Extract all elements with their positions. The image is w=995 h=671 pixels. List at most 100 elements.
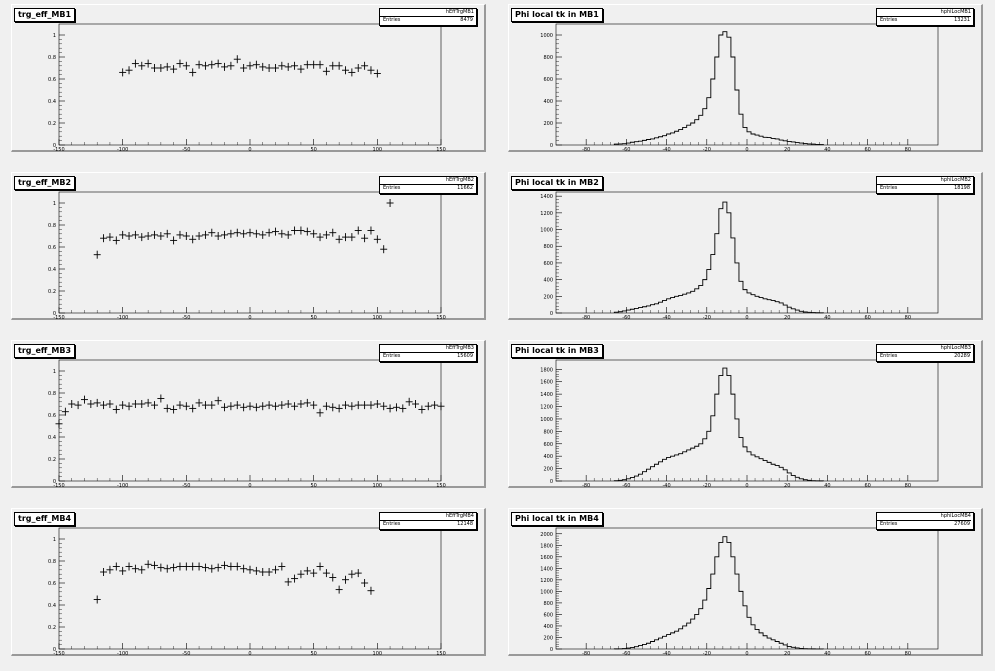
x-tick-label: 60: [864, 483, 870, 489]
y-tick-label: 0.2: [48, 121, 56, 127]
data-point: [195, 562, 203, 571]
x-tick-label: -50: [182, 315, 190, 321]
x-tick-label: -50: [182, 147, 190, 153]
chart-svg: 0 0.2 0.4 0.6 0.8 1 -150 -100 -50 0 50 100 150: [48, 527, 446, 657]
data-point: [176, 230, 184, 239]
x-tick-label: -40: [662, 147, 670, 153]
data-point: [170, 65, 178, 74]
data-point: [284, 400, 292, 408]
y-tick-label: 1400: [540, 566, 553, 572]
chart-title: trg_eff_MB3: [14, 344, 76, 358]
stats-entries-label: Entries: [880, 185, 898, 191]
y-tick-label: 0: [550, 311, 553, 317]
data-point: [240, 564, 248, 573]
data-point: [112, 405, 120, 414]
y-tick-label: 800: [543, 244, 553, 250]
x-tick-label: 100: [373, 147, 383, 153]
data-point: [227, 562, 235, 571]
x-tick-label: -20: [703, 315, 711, 321]
x-tick-label: -80: [582, 651, 590, 657]
chart-svg: 0 0.2 0.4 0.6 0.8 1 -150 -100 -50 0 50 100 150: [48, 23, 446, 153]
data-point: [61, 407, 69, 416]
x-tick-label: -100: [117, 315, 128, 321]
y-tick-label: 400: [543, 99, 553, 105]
y-tick-label: 800: [543, 601, 553, 607]
stats-entries-value: 27609: [954, 521, 970, 527]
data-point: [361, 61, 369, 70]
data-point: [80, 395, 88, 404]
stats-entries-value: 20289: [954, 353, 970, 359]
histogram-line: [613, 367, 824, 482]
x-tick-label: -20: [703, 147, 711, 153]
x-tick-label: 60: [864, 315, 870, 321]
histogram-line: [613, 31, 824, 146]
data-point: [291, 226, 299, 235]
y-tick-label: 0: [53, 479, 56, 485]
data-point: [297, 226, 305, 235]
data-point: [170, 236, 178, 245]
data-point: [316, 60, 324, 69]
y-tick-label: 0.8: [48, 391, 56, 397]
stats-hist-name: hphiLocMB2: [877, 177, 971, 185]
data-point: [437, 402, 445, 411]
data-point: [431, 401, 439, 410]
plot-frame: [58, 359, 442, 482]
data-point: [348, 570, 356, 579]
data-point: [131, 230, 139, 239]
x-tick-label: -80: [582, 483, 590, 489]
data-point: [361, 234, 369, 243]
plot-frame: [58, 191, 442, 314]
data-point: [195, 60, 203, 69]
data-point: [252, 566, 260, 575]
data-point: [310, 401, 318, 410]
x-tick-label: 50: [310, 147, 316, 153]
chart-title: trg_eff_MB1: [14, 8, 76, 22]
data-point: [151, 64, 158, 72]
chart-title: trg_eff_MB4: [14, 512, 76, 526]
data-point: [329, 228, 337, 237]
data-point: [348, 68, 356, 77]
y-tick-label: 0: [53, 647, 56, 653]
data-point: [93, 250, 101, 259]
x-tick-label: -20: [703, 651, 711, 657]
data-point: [138, 565, 146, 574]
chart-title: Phi local tk in MB3: [511, 344, 603, 358]
chart-title: Phi local tk in MB4: [511, 512, 603, 526]
data-point: [303, 566, 311, 575]
stats-entries-value: 15609: [457, 353, 473, 359]
y-tick-label: 200: [543, 294, 553, 300]
y-tick-label: 0.2: [48, 289, 56, 295]
data-point: [386, 199, 394, 207]
data-point: [68, 400, 76, 408]
plot-frame: [555, 527, 939, 650]
data-point: [291, 61, 299, 70]
histogram-line: [613, 201, 824, 314]
data-point: [93, 595, 101, 604]
stats-entries-label: Entries: [383, 521, 401, 527]
data-point: [119, 566, 127, 575]
data-point: [100, 568, 108, 576]
data-point: [233, 562, 241, 571]
data-point: [201, 401, 209, 410]
x-tick-label: 0: [248, 147, 251, 153]
data-point: [170, 405, 178, 414]
data-point: [163, 229, 171, 238]
data-point: [201, 230, 209, 239]
data-point: [144, 560, 152, 569]
data-point: [144, 398, 152, 407]
x-tick-label: -40: [662, 651, 670, 657]
stats-hist-name: hEffTrgMB2: [380, 177, 474, 185]
data-point: [144, 59, 152, 68]
data-point: [119, 68, 127, 77]
y-tick-label: 1: [53, 369, 56, 375]
data-point: [151, 401, 158, 410]
plot-frame: [555, 23, 939, 146]
y-tick-label: 0.6: [48, 581, 56, 587]
x-tick-label: 150: [436, 315, 446, 321]
data-point: [208, 60, 216, 69]
data-point: [131, 400, 139, 408]
data-point: [322, 67, 330, 76]
data-point: [163, 404, 171, 413]
y-tick-label: 600: [543, 261, 553, 267]
data-point: [138, 400, 146, 408]
